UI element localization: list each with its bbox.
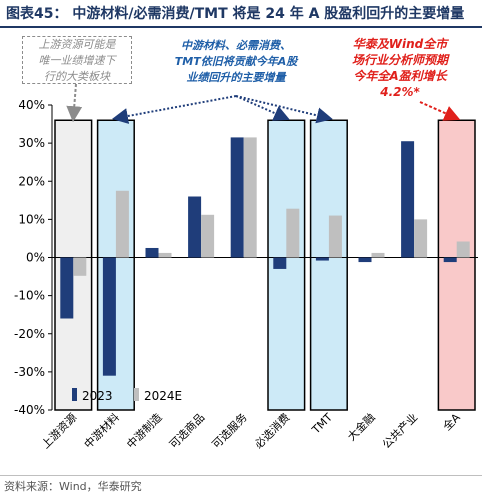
arrow-midstream (235, 95, 290, 121)
bar-2023 (401, 141, 415, 258)
bar-chart: 40%30%20%10%0%-10%-20%-30%-40%上游资源 中游材料 中游… (14, 83, 478, 451)
bar-2024E (286, 208, 300, 258)
y-tick-label: 30% (18, 136, 45, 150)
x-category-label: 必选消费 (251, 410, 292, 451)
x-category-label: 大金融 (344, 410, 377, 443)
legend-label-2024E: 2024E (144, 389, 182, 403)
x-category-label: TMT (309, 411, 335, 437)
y-tick-label: 0% (26, 251, 45, 265)
arrow-midstream (111, 95, 237, 124)
highlight-box-blue (309, 119, 348, 411)
chart-title: 图表45： 中游材料/必需消费/TMT 将是 24 年 A 股盈利回升的主要增量 (6, 6, 465, 22)
legend-swatch-2024E (134, 388, 139, 401)
callout-upstream: 上游资源可能是 唯一业绩增速下 行的大类板块 (22, 36, 132, 84)
y-tick-label: -20% (14, 327, 45, 341)
arrow-all-a (419, 101, 461, 121)
source-note: 资料来源：Wind，华泰研究 (4, 480, 142, 493)
callout-upstream-text: 上游资源可能是 唯一业绩增速下 行的大类板块 (38, 38, 116, 83)
y-tick-label: -40% (14, 403, 45, 417)
bar-2023 (230, 137, 244, 258)
bar-2023 (273, 257, 287, 269)
x-category-label: 可选服务 (210, 411, 250, 451)
bar-2023 (315, 257, 329, 261)
legend-swatch-2023 (72, 388, 77, 401)
bar-2023 (145, 247, 159, 258)
x-category-label: 中游制造 (124, 410, 165, 451)
bar-2024E (414, 219, 428, 258)
callout-midstream: 中游材料、必需消费、 TMT依旧将贡献今年A股 业绩回升的主要增量 (150, 38, 322, 86)
bar-2024E (73, 257, 87, 276)
y-tick-label: 10% (18, 212, 45, 226)
bar-2024E (158, 252, 172, 258)
bar-2024E (328, 215, 342, 258)
y-tick-label: -30% (14, 365, 45, 379)
bar-2023 (60, 257, 74, 319)
y-tick-label: -10% (14, 289, 45, 303)
source-divider (0, 475, 482, 476)
legend-label-2023: 2023 (82, 389, 113, 403)
x-category-label: 中游材料 (81, 410, 122, 451)
bar-2023 (443, 257, 457, 263)
arrow-upstream (66, 83, 83, 123)
x-category-label: 全A (440, 410, 463, 433)
bar-2024E (371, 252, 385, 258)
bar-2024E (243, 137, 257, 258)
callout-midstream-text: 中游材料、必需消费、 TMT依旧将贡献今年A股 业绩回升的主要增量 (174, 39, 298, 84)
bar-2023 (102, 257, 116, 376)
highlight-box-red (437, 119, 476, 411)
bar-2023 (358, 257, 372, 263)
title-bar: 图表45： 中游材料/必需消费/TMT 将是 24 年 A 股盈利回升的主要增量 (0, 0, 482, 28)
bar-2024E (115, 190, 129, 258)
x-category-label: 公共产业 (379, 410, 420, 451)
bar-2024E (456, 241, 470, 258)
bar-2024E (201, 214, 215, 258)
y-tick-label: 20% (18, 174, 45, 188)
callout-all-a-text: 华泰及Wind全市 场行业分析师预期 今年全A盈利增长 4.2%* (351, 37, 448, 99)
y-tick-label: 40% (18, 98, 45, 112)
bar-2023 (188, 196, 202, 258)
arrow-midstream (235, 95, 333, 124)
callout-all-a: 华泰及Wind全市 场行业分析师预期 今年全A盈利增长 4.2%* (330, 36, 470, 100)
x-category-label: 可选商品 (166, 410, 207, 451)
